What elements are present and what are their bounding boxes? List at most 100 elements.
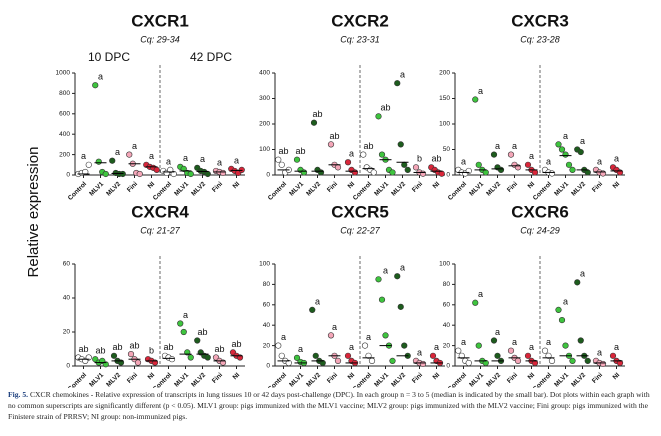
data-point (541, 347, 549, 354)
data-point (300, 169, 308, 176)
data-point (344, 159, 352, 166)
data-point (194, 337, 201, 344)
data-point (334, 357, 342, 365)
x-tick-label: MLV1 (88, 371, 105, 388)
chart-title: CXCR1 (131, 11, 189, 30)
significance-letter: a (461, 337, 466, 347)
data-point (82, 168, 89, 176)
data-point (565, 161, 573, 168)
data-point (309, 306, 316, 314)
significance-letter: ab (78, 344, 88, 354)
data-point (275, 156, 282, 163)
data-point (134, 359, 142, 366)
chart-title: CXCR4 (131, 202, 189, 221)
data-point (310, 119, 318, 126)
y-tick-label: 300 (259, 95, 270, 102)
data-point (275, 342, 282, 349)
significance-letter: a (478, 289, 483, 299)
data-point (562, 151, 569, 158)
significance-letter: a (478, 86, 483, 96)
data-point (293, 156, 301, 163)
significance-letter: a (149, 151, 154, 161)
data-point (95, 158, 102, 165)
significance-letter: a (400, 70, 405, 80)
x-tick-label: MLV2 (485, 371, 502, 388)
data-point (394, 273, 401, 280)
y-tick-label: 400 (259, 70, 270, 77)
x-tick-label: Fini (211, 181, 224, 194)
x-tick-label: MLV1 (88, 180, 105, 197)
y-tick-label: 60 (63, 261, 71, 268)
significance-letter: a (495, 141, 500, 151)
x-tick-label: Control (267, 372, 288, 388)
x-tick-label: Fini (591, 181, 604, 194)
significance-letter: a (98, 72, 103, 82)
x-tick-label: Fini (126, 372, 139, 385)
x-tick-label: Fini (411, 181, 424, 194)
data-point (370, 169, 377, 176)
data-point (548, 170, 556, 177)
x-tick-label: Control (532, 181, 553, 202)
data-point (482, 359, 489, 367)
y-tick-label: 0 (266, 172, 270, 179)
x-tick-label: MLV2 (570, 371, 587, 388)
significance-letter: a (529, 151, 534, 161)
y-tick-label: 40 (63, 295, 71, 302)
data-point (490, 151, 498, 158)
data-point (219, 169, 227, 177)
x-tick-label: Fini (506, 372, 519, 385)
x-tick-label: NI (232, 181, 242, 191)
significance-letter: a (512, 141, 517, 151)
significance-letter: a (349, 342, 354, 352)
significance-letter: a (183, 153, 188, 163)
significance-letter: a (563, 296, 568, 306)
y-tick-label: 400 (59, 131, 70, 138)
chart-title: CXCR6 (511, 202, 569, 221)
data-point (382, 332, 389, 339)
data-point (285, 359, 292, 367)
data-point (569, 357, 576, 365)
significance-letter: a (529, 342, 534, 352)
data-point (278, 352, 285, 359)
significance-letter: a (383, 266, 388, 276)
data-point (327, 332, 335, 339)
y-tick-label: 150 (439, 95, 450, 102)
data-point (577, 337, 584, 344)
data-point (136, 170, 143, 178)
y-tick-label: 0 (66, 363, 70, 370)
x-tick-label: NI (147, 181, 157, 191)
significance-letter: ab (380, 103, 390, 113)
data-point (180, 165, 187, 172)
x-tick-label: Fini (411, 372, 424, 385)
significance-letter: a (298, 344, 303, 354)
x-tick-label: Control (152, 372, 173, 388)
data-point (368, 357, 376, 365)
significance-letter: ab (363, 141, 373, 151)
data-point (465, 359, 472, 367)
chart-title: CXCR5 (331, 202, 389, 221)
data-point (545, 352, 552, 359)
significance-letter: a (281, 332, 286, 342)
data-point (548, 357, 556, 365)
data-point (378, 296, 386, 303)
significance-letter: a (614, 154, 619, 164)
y-tick-label: 0 (266, 363, 270, 370)
annotation: 10 DPC (88, 50, 130, 64)
data-point (558, 317, 566, 324)
significance-letter: a (132, 141, 137, 151)
data-point (375, 113, 382, 120)
x-tick-label: MLV1 (468, 180, 485, 197)
data-point (609, 352, 617, 359)
data-point (490, 337, 498, 344)
significance-letter: a (614, 342, 619, 352)
significance-letter: a (580, 136, 585, 146)
data-point (394, 80, 401, 87)
data-point (472, 96, 479, 103)
data-point (555, 141, 562, 148)
data-point (110, 352, 118, 359)
x-tick-label: MLV2 (390, 371, 407, 388)
chart-subtitle: Cq: 29-34 (140, 34, 180, 44)
data-point (126, 151, 133, 158)
y-tick-label: 20 (443, 342, 451, 349)
